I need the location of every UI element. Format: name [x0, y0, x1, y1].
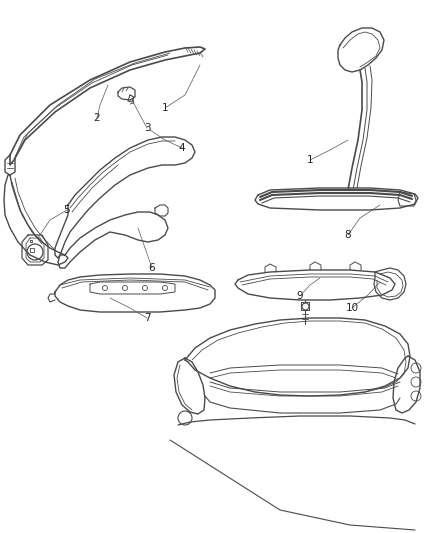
Text: 2: 2 [94, 113, 100, 123]
Text: 5: 5 [64, 205, 71, 215]
Text: 7: 7 [144, 313, 150, 323]
Text: 1: 1 [307, 155, 313, 165]
Text: 6: 6 [148, 263, 155, 273]
Text: 9: 9 [297, 291, 303, 301]
Text: 8: 8 [345, 230, 351, 240]
Text: 4: 4 [179, 143, 185, 153]
Text: 10: 10 [346, 303, 359, 313]
Text: 1: 1 [162, 103, 168, 113]
Text: 3: 3 [144, 123, 150, 133]
